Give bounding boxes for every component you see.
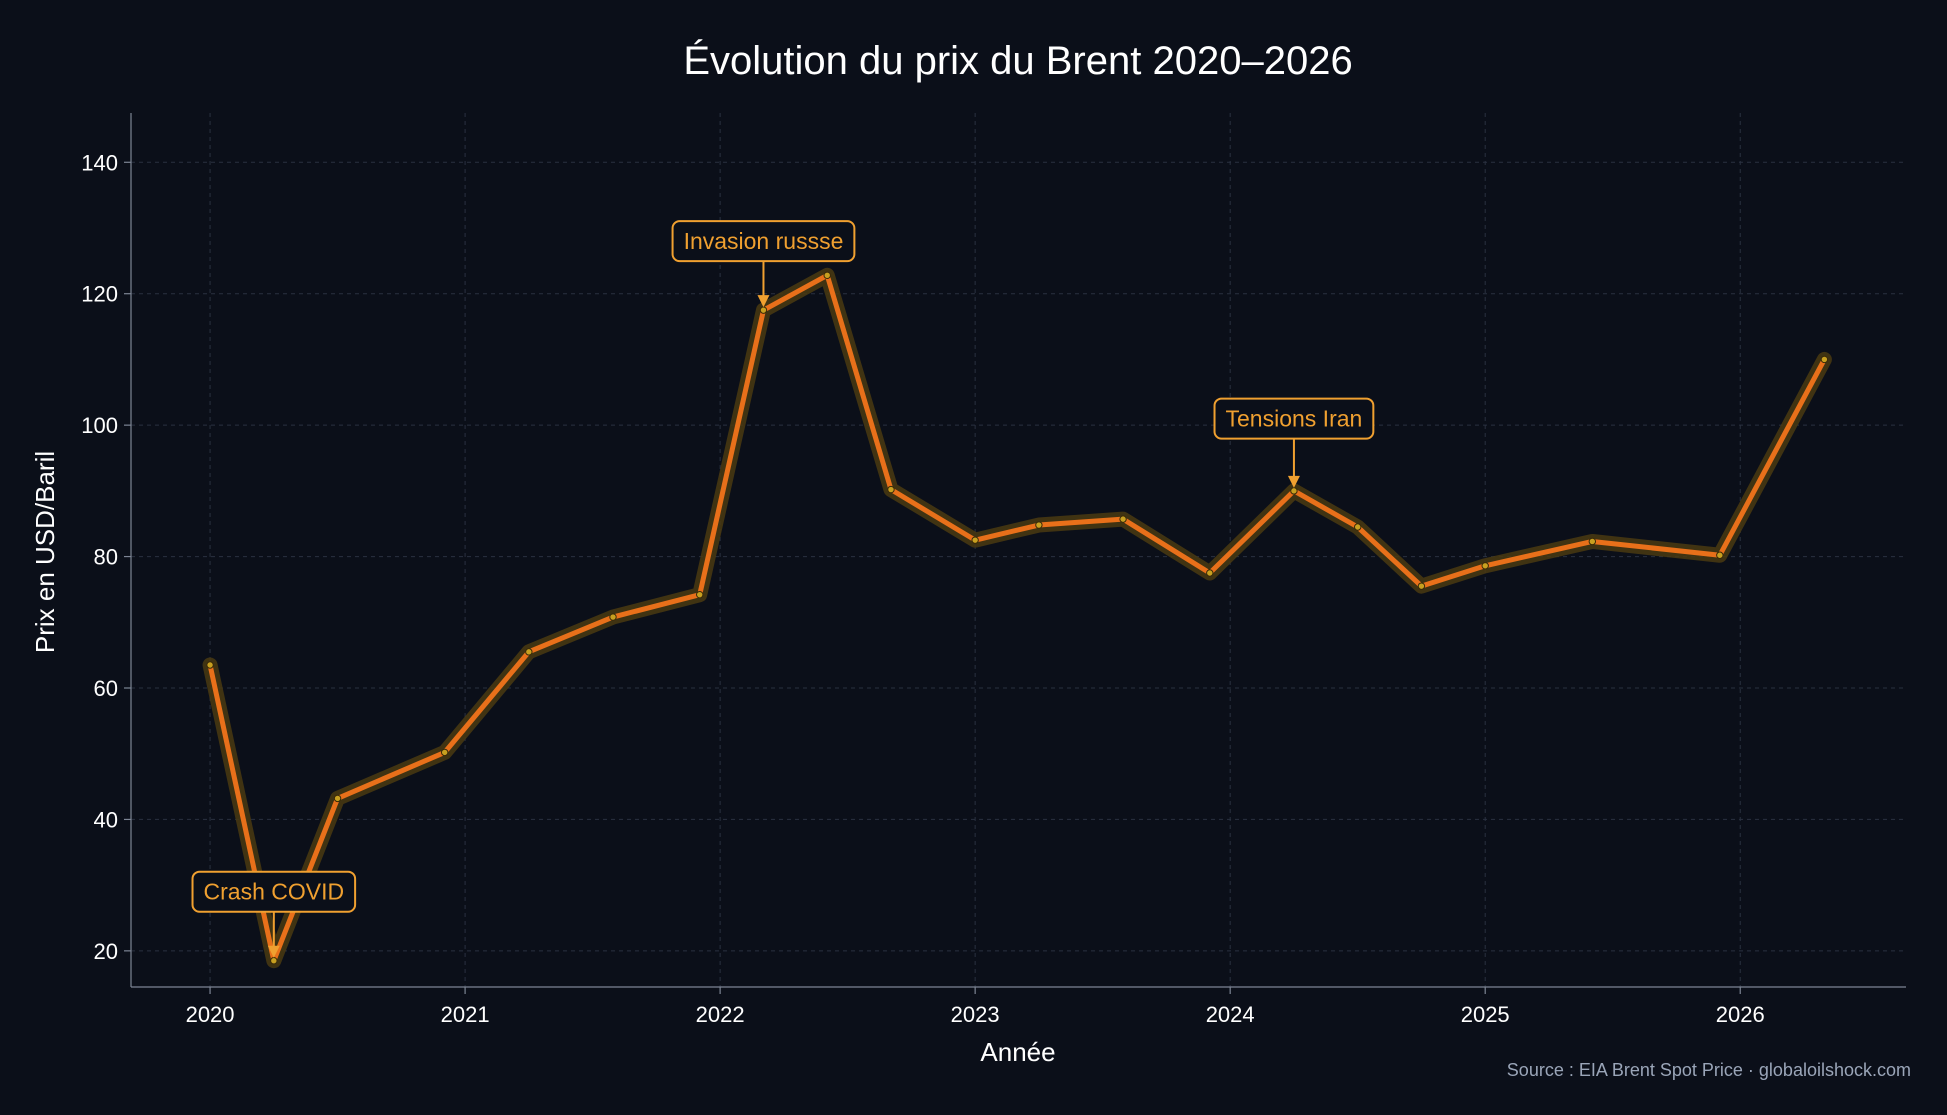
series-line xyxy=(207,272,1827,964)
x-tick-label: 2020 xyxy=(186,1002,235,1027)
data-point xyxy=(1290,487,1298,495)
x-tick-label: 2025 xyxy=(1461,1002,1510,1027)
grid xyxy=(131,113,1906,987)
chart-title: Évolution du prix du Brent 2020–2026 xyxy=(683,38,1352,83)
annotation-label: Tensions Iran xyxy=(1226,406,1363,432)
data-point xyxy=(609,613,617,621)
x-tick-label: 2022 xyxy=(696,1002,745,1027)
y-tick-label: 100 xyxy=(81,413,118,438)
annotation: Crash COVID xyxy=(191,870,357,958)
annotation-box xyxy=(1213,397,1375,440)
y-tick-label: 20 xyxy=(94,939,118,964)
data-point xyxy=(206,661,214,669)
y-axis-label: Prix en USD/Baril xyxy=(30,451,60,653)
annotation-label: Crash COVID xyxy=(204,879,345,905)
x-tick-label: 2021 xyxy=(441,1002,490,1027)
data-point xyxy=(1481,562,1489,570)
annotation-arrowhead xyxy=(757,295,770,308)
data-point xyxy=(696,590,704,599)
annotation-arrowhead xyxy=(1287,475,1300,488)
data-point xyxy=(971,536,979,544)
data-point xyxy=(1119,515,1127,523)
data-point xyxy=(887,485,895,494)
data-point xyxy=(1353,523,1362,531)
data-point xyxy=(440,748,449,757)
y-tick-label: 60 xyxy=(94,676,118,701)
y-tick-label: 140 xyxy=(81,150,118,175)
data-point xyxy=(1588,537,1597,546)
annotation-box xyxy=(671,220,856,263)
x-axis-label: Année xyxy=(980,1037,1055,1067)
data-point xyxy=(333,794,342,803)
annotation-label: Invasion russse xyxy=(684,228,844,254)
tick-labels: 20 40 60 80 100 120 140 2020 2021 2022 2023 2024 202… xyxy=(81,150,1764,1027)
annotation: Invasion russse xyxy=(671,220,856,308)
y-tick-label: 40 xyxy=(94,807,118,832)
data-point xyxy=(823,271,831,280)
data-point xyxy=(759,306,768,314)
series-line-glow xyxy=(202,267,1832,969)
annotation-arrowhead xyxy=(267,945,280,958)
x-tick-label: 2026 xyxy=(1716,1002,1765,1027)
x-tick-label: 2024 xyxy=(1206,1002,1255,1027)
data-point xyxy=(1206,569,1214,577)
data-point xyxy=(1417,582,1426,590)
data-point xyxy=(525,648,533,656)
data-point xyxy=(270,957,278,965)
y-tick-label: 120 xyxy=(81,282,118,307)
annotations: Crash COVID Invasion russse Tensions Iran xyxy=(191,220,1375,958)
data-point xyxy=(1716,551,1724,559)
annotation: Tensions Iran xyxy=(1213,397,1375,488)
data-point xyxy=(1035,521,1043,529)
price-series xyxy=(202,267,1832,969)
source-note: Source : EIA Brent Spot Price · globaloi… xyxy=(1507,1060,1911,1080)
y-tick-label: 80 xyxy=(94,545,118,570)
data-point xyxy=(1820,355,1829,364)
axes xyxy=(130,113,1906,988)
annotation-box xyxy=(191,870,357,913)
x-tick-label: 2023 xyxy=(951,1002,1000,1027)
